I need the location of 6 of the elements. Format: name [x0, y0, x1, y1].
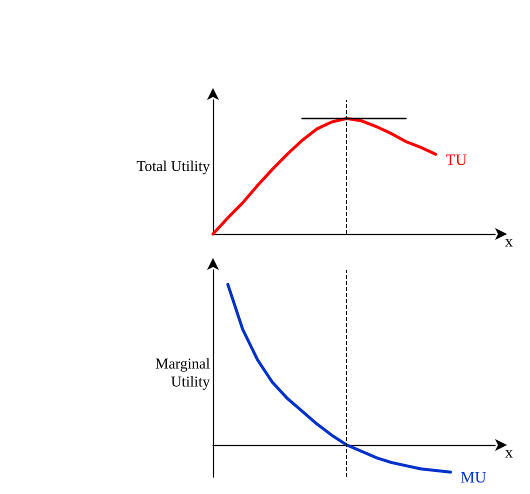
y-axis-title: Total Utility	[136, 159, 210, 175]
series-label: TU	[446, 152, 468, 169]
x-axis-title: x	[505, 234, 513, 250]
y-axis-title: Marginal Utility	[155, 356, 210, 390]
series-label: MU	[460, 470, 487, 487]
x-axis-title: x	[505, 444, 513, 462]
